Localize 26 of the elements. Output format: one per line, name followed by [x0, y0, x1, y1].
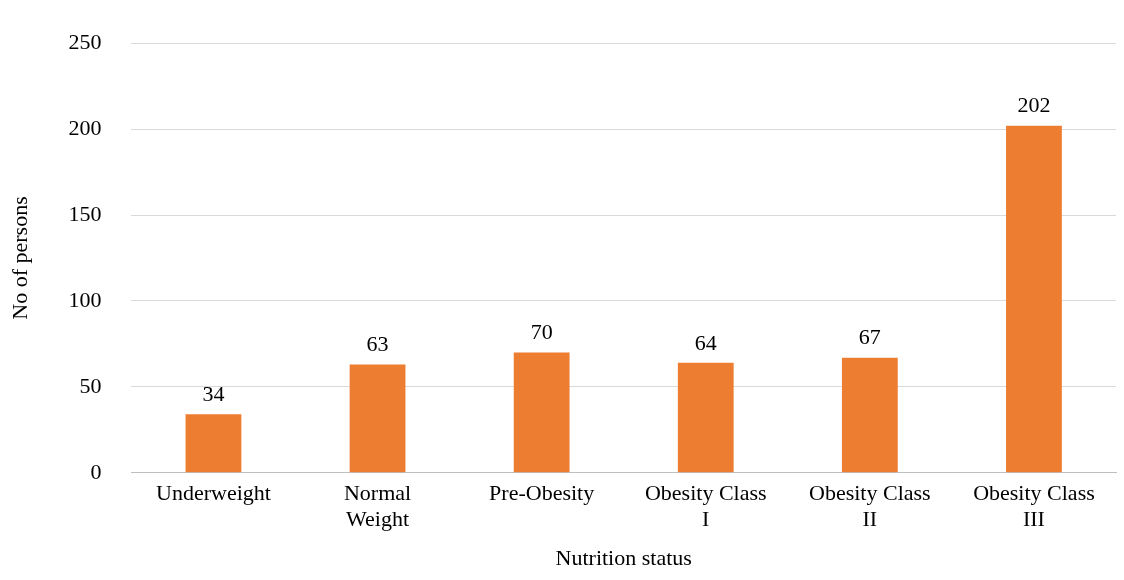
- data-label: 63: [366, 331, 389, 357]
- y-tick-label: 200: [68, 114, 102, 140]
- y-tick-label: 150: [68, 200, 102, 226]
- y-tick-label: 50: [79, 372, 102, 398]
- y-tick-label: 0: [90, 458, 102, 484]
- x-tick-label: Obesity Class II: [809, 479, 931, 532]
- x-tick-label: Underweight: [156, 479, 271, 505]
- x-tick-label: Normal Weight: [343, 479, 412, 532]
- y-axis-title: No of persons: [6, 196, 32, 320]
- x-tick-label: Pre-Obesity: [489, 479, 595, 505]
- y-tick-label: 250: [68, 28, 102, 54]
- bar: [513, 352, 570, 473]
- bar: [1006, 125, 1062, 473]
- data-label: 34: [202, 381, 225, 407]
- x-tick-label: Obesity Class I: [644, 479, 767, 532]
- bar: [349, 364, 406, 473]
- x-tick-label: Obesity Class III: [973, 479, 1095, 532]
- data-label: 64: [694, 329, 717, 355]
- x-axis-title: Nutrition status: [555, 544, 692, 570]
- bar: [677, 362, 734, 473]
- bar: [841, 357, 898, 473]
- bar: [185, 414, 242, 473]
- data-label: 202: [1017, 92, 1051, 118]
- data-label: 67: [858, 324, 881, 350]
- data-label: 70: [530, 319, 553, 345]
- y-tick-label: 100: [68, 286, 102, 312]
